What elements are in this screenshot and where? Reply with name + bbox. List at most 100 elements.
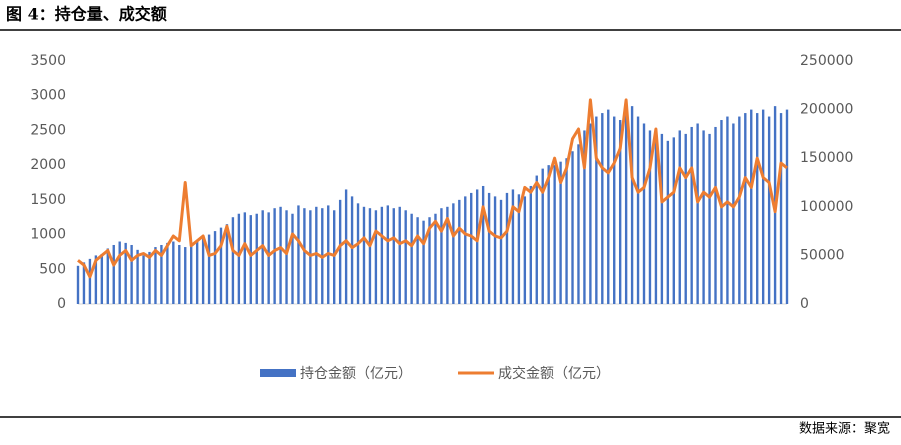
y2-tick-label: 250000 bbox=[800, 53, 853, 69]
y-tick-label: 500 bbox=[39, 261, 66, 277]
bar bbox=[154, 247, 157, 304]
bar bbox=[178, 244, 181, 304]
bar bbox=[583, 130, 586, 304]
bar bbox=[338, 199, 342, 304]
chart-title: 图 4：持仓量、成交额 bbox=[6, 5, 167, 24]
bar bbox=[237, 213, 241, 304]
bar bbox=[368, 208, 372, 304]
bar bbox=[344, 189, 348, 304]
bar bbox=[761, 109, 765, 304]
bar bbox=[422, 220, 425, 304]
bar bbox=[184, 247, 187, 304]
bar bbox=[142, 255, 145, 304]
bar bbox=[249, 215, 252, 304]
y-tick-label: 1500 bbox=[30, 192, 66, 208]
bar bbox=[219, 227, 223, 304]
bar bbox=[577, 144, 580, 304]
bar bbox=[571, 151, 574, 304]
bar bbox=[678, 130, 681, 304]
bar bbox=[726, 116, 729, 305]
bar bbox=[607, 109, 610, 304]
bar bbox=[535, 175, 538, 304]
bar bbox=[690, 126, 693, 304]
bar bbox=[493, 196, 497, 304]
y2-tick-label: 100000 bbox=[800, 199, 853, 215]
bar bbox=[273, 208, 276, 304]
bar bbox=[756, 113, 759, 304]
bar bbox=[434, 213, 437, 304]
bar bbox=[225, 224, 229, 304]
bar bbox=[392, 208, 395, 304]
y2-tick-label: 200000 bbox=[800, 102, 853, 118]
bar bbox=[779, 113, 783, 304]
bar bbox=[124, 242, 127, 304]
bar bbox=[785, 109, 789, 304]
bar bbox=[458, 199, 461, 304]
bar bbox=[136, 249, 139, 304]
y-tick-label: 0 bbox=[57, 296, 66, 312]
bar bbox=[738, 116, 741, 305]
bar bbox=[553, 165, 556, 304]
bar bbox=[636, 116, 640, 305]
bar bbox=[547, 165, 550, 304]
bar bbox=[464, 196, 467, 304]
bar bbox=[207, 234, 211, 304]
bar bbox=[470, 192, 473, 304]
bar bbox=[672, 137, 675, 304]
bar bbox=[559, 161, 562, 304]
bar bbox=[767, 116, 771, 305]
bar bbox=[94, 255, 98, 304]
bar bbox=[404, 210, 407, 304]
bar bbox=[613, 116, 616, 305]
bar bbox=[291, 213, 294, 304]
bar bbox=[350, 196, 354, 304]
bar bbox=[428, 217, 431, 304]
bar bbox=[732, 123, 735, 304]
y-tick-label: 1000 bbox=[30, 227, 66, 243]
bar bbox=[446, 206, 449, 304]
bar bbox=[297, 205, 300, 304]
bar bbox=[386, 205, 390, 304]
bar bbox=[565, 158, 568, 304]
bar bbox=[362, 206, 366, 304]
y2-tick-label: 150000 bbox=[800, 150, 853, 166]
bar bbox=[416, 217, 419, 304]
bar bbox=[696, 123, 699, 304]
y2-tick-label: 50000 bbox=[800, 247, 845, 263]
bar bbox=[708, 133, 711, 304]
bar bbox=[475, 189, 479, 304]
bar bbox=[195, 241, 199, 304]
bar bbox=[309, 210, 312, 304]
bar bbox=[499, 199, 503, 304]
y-tick-label: 3500 bbox=[30, 53, 66, 69]
bar bbox=[100, 254, 104, 304]
bar bbox=[112, 244, 115, 304]
y-tick-label: 2500 bbox=[30, 122, 66, 138]
bar bbox=[82, 262, 86, 304]
bar bbox=[303, 208, 306, 304]
bar bbox=[315, 206, 318, 304]
bar bbox=[213, 231, 217, 304]
bar bbox=[285, 210, 288, 304]
bar bbox=[410, 213, 413, 304]
bar bbox=[106, 248, 109, 304]
bar bbox=[255, 213, 258, 304]
bar bbox=[261, 210, 264, 304]
bar bbox=[595, 116, 598, 305]
bar bbox=[654, 137, 658, 304]
bar bbox=[618, 120, 622, 304]
y2-tick-label: 0 bbox=[800, 296, 809, 312]
bar bbox=[642, 123, 646, 304]
source: 数据来源：聚宽 bbox=[799, 421, 890, 437]
bar bbox=[523, 196, 527, 304]
bar bbox=[172, 241, 175, 304]
bar bbox=[356, 203, 360, 304]
legend-label: 成交金额（亿元） bbox=[498, 365, 610, 382]
bar bbox=[601, 113, 604, 304]
bar bbox=[720, 120, 723, 304]
bar bbox=[374, 210, 378, 304]
bar bbox=[702, 130, 705, 304]
bar bbox=[267, 212, 270, 304]
legend-swatch bbox=[260, 369, 296, 377]
